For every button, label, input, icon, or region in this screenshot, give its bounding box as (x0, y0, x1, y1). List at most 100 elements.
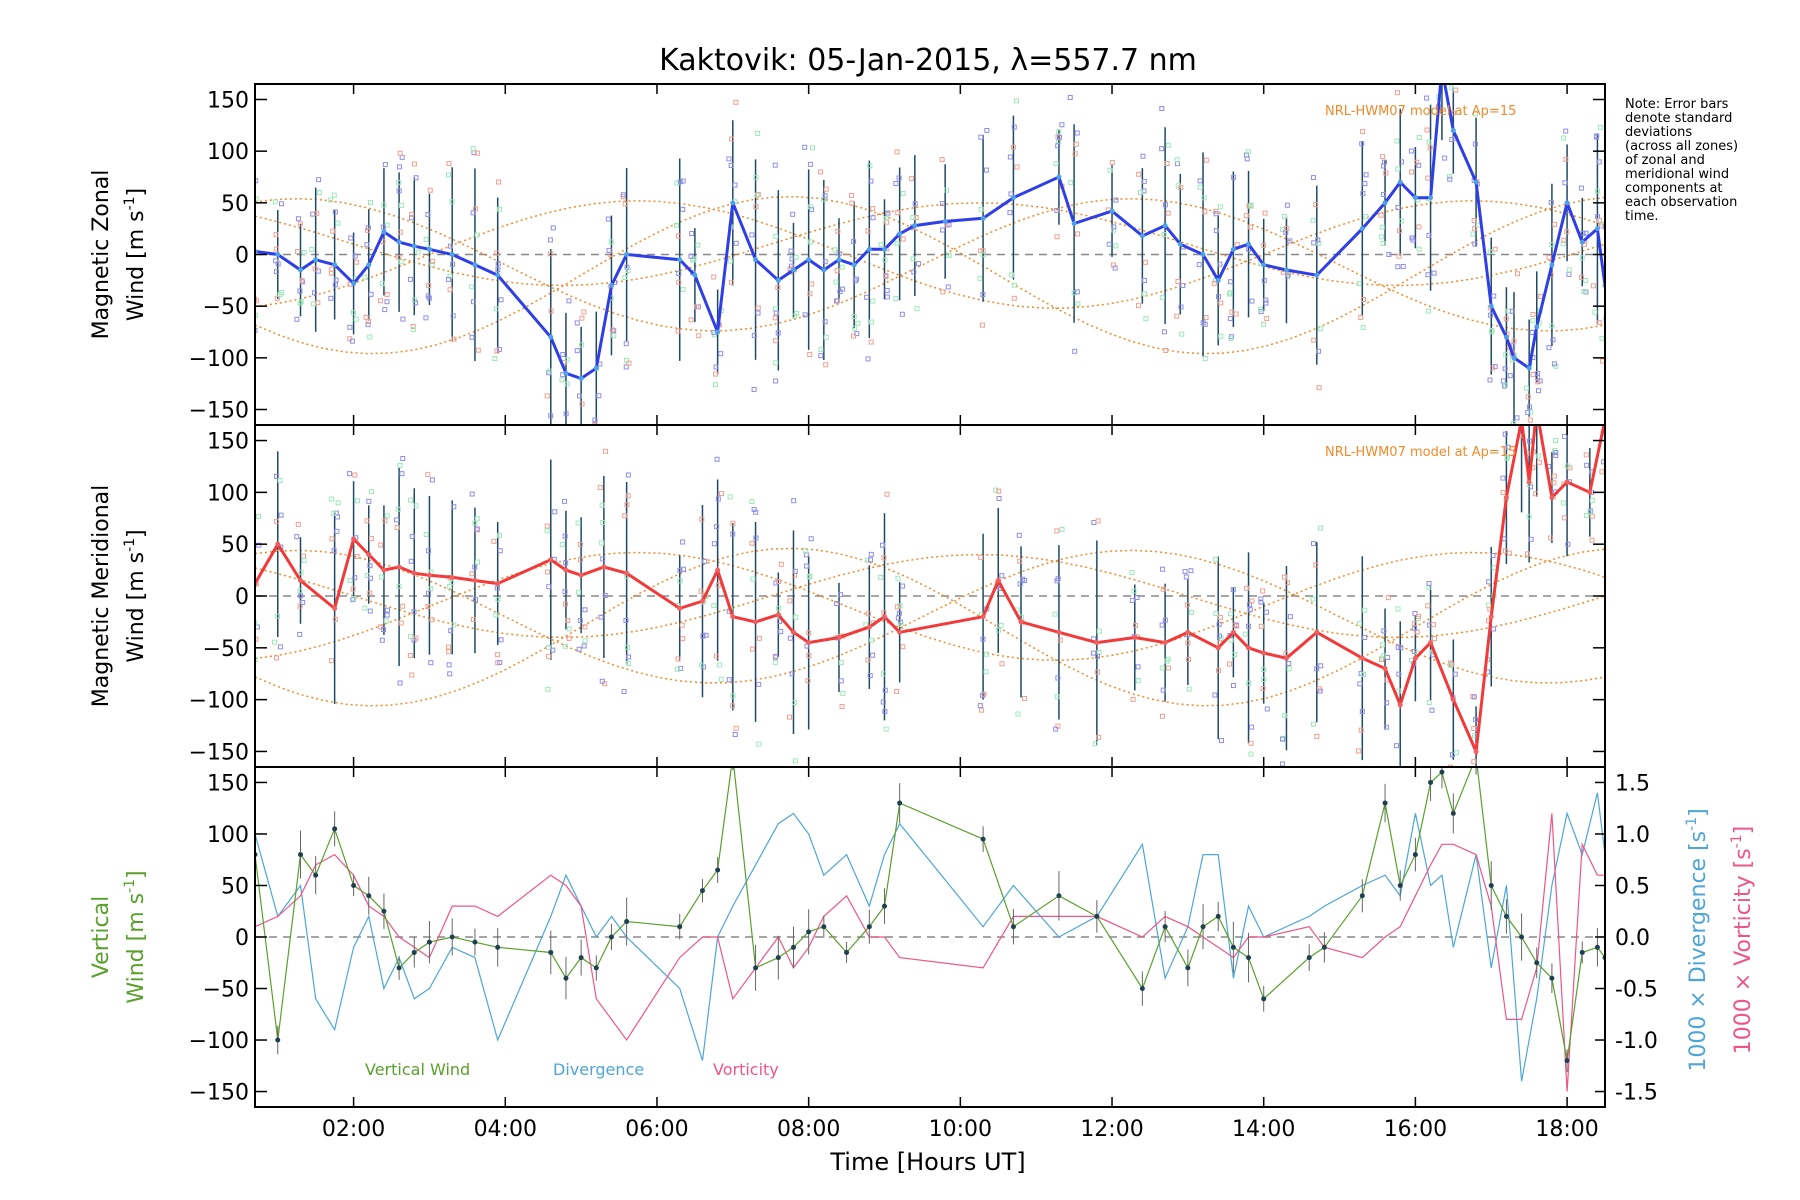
zone-point (732, 182, 738, 188)
zone-point (294, 316, 300, 322)
zone-point (411, 609, 417, 615)
y2-tick-label: 1.5 (1615, 771, 1650, 796)
zone-point (1396, 253, 1402, 259)
zone-point (834, 600, 840, 606)
zone-point (623, 364, 629, 370)
zone-point (1448, 662, 1454, 668)
zone-point (788, 263, 794, 269)
meridional-wind-point (1283, 655, 1289, 661)
zone-point (1310, 175, 1316, 181)
zone-point (620, 192, 626, 198)
zone-point (1135, 303, 1141, 309)
zonal-wind-point (548, 334, 554, 340)
zonal-wind-point (1359, 226, 1365, 232)
vertical-wind-point (396, 965, 402, 971)
meridional-wind-point (396, 564, 402, 570)
zonal-wind-point (1450, 128, 1456, 133)
zone-point (1360, 190, 1366, 196)
zone-point (1502, 383, 1508, 389)
zone-point (605, 216, 611, 222)
zone-point (495, 267, 501, 273)
zone-point (900, 236, 906, 242)
y-tick-label: 100 (207, 140, 249, 165)
zone-point (352, 575, 358, 581)
zone-point (575, 520, 581, 526)
zone-point (883, 273, 889, 279)
zone-point (1530, 318, 1536, 324)
zone-point (1231, 683, 1237, 689)
zone-point (495, 652, 501, 658)
zone-point (353, 316, 359, 322)
zone-point (1317, 688, 1323, 694)
zone-point (899, 583, 905, 589)
zone-point (1075, 301, 1081, 307)
vertical-wind-point (548, 949, 554, 955)
zone-point (1416, 135, 1422, 141)
zone-point (423, 531, 429, 537)
zone-point (1550, 337, 1556, 343)
zone-point (1096, 649, 1102, 655)
zone-point (1260, 588, 1266, 594)
zone-point (1202, 209, 1208, 215)
zone-point (882, 687, 888, 693)
meridional-wind-point (548, 557, 554, 563)
zone-point (678, 665, 684, 671)
zonal-wind-point (866, 246, 872, 252)
zone-point (1178, 304, 1184, 310)
zone-point (397, 150, 403, 156)
zone-point (773, 306, 779, 312)
zone-point (410, 326, 416, 332)
zone-point (1578, 185, 1584, 191)
zone-point (560, 352, 566, 358)
zone-point (1395, 792, 1399, 796)
zone-point (492, 356, 498, 362)
zone-point (1427, 145, 1433, 151)
zone-point (1165, 210, 1171, 216)
zone-point (802, 144, 808, 150)
zone-point (1426, 699, 1432, 705)
zone-point (279, 201, 285, 207)
zone-point (1380, 154, 1386, 160)
zone-point (603, 448, 609, 454)
zone-point (1379, 224, 1385, 230)
zone-point (1310, 541, 1316, 547)
zone-point (680, 539, 686, 545)
meridional-wind-point (1132, 634, 1138, 640)
zonal-wind-point (351, 280, 357, 286)
zone-point (1378, 212, 1384, 218)
zone-point (428, 586, 434, 592)
zone-point (472, 564, 478, 570)
zone-point (1505, 444, 1511, 450)
zone-point (494, 250, 500, 256)
zone-point (1362, 635, 1368, 641)
vertical-wind-point (1185, 965, 1191, 971)
zonal-wind-point (1071, 221, 1077, 226)
zone-point (1431, 270, 1437, 276)
zone-point (1395, 264, 1401, 270)
zonal-wind-point (1428, 195, 1434, 201)
zone-point (471, 299, 477, 305)
zone-point (1130, 696, 1136, 702)
zone-point (884, 491, 890, 497)
zone-point (775, 330, 781, 336)
zonal-wind-point (1314, 272, 1320, 278)
zone-point (1384, 654, 1390, 660)
zone-point (429, 262, 435, 268)
zone-point (713, 653, 719, 659)
zone-point (1381, 191, 1387, 197)
zone-point (1453, 87, 1459, 93)
meridional-wind-point (1185, 629, 1191, 635)
zone-point (1442, 35, 1446, 39)
zone-point (1233, 311, 1239, 317)
zone-point (1234, 623, 1240, 629)
zone-point (382, 518, 388, 524)
zone-point (446, 161, 452, 167)
meridional-wind-point (1488, 614, 1494, 620)
zone-point (834, 268, 840, 274)
zone-point (1449, 85, 1455, 91)
zonal-wind-point (426, 246, 432, 252)
zone-point (1446, 174, 1452, 180)
zone-point (1584, 462, 1590, 468)
zone-point (448, 628, 454, 634)
zone-point (1228, 279, 1234, 285)
